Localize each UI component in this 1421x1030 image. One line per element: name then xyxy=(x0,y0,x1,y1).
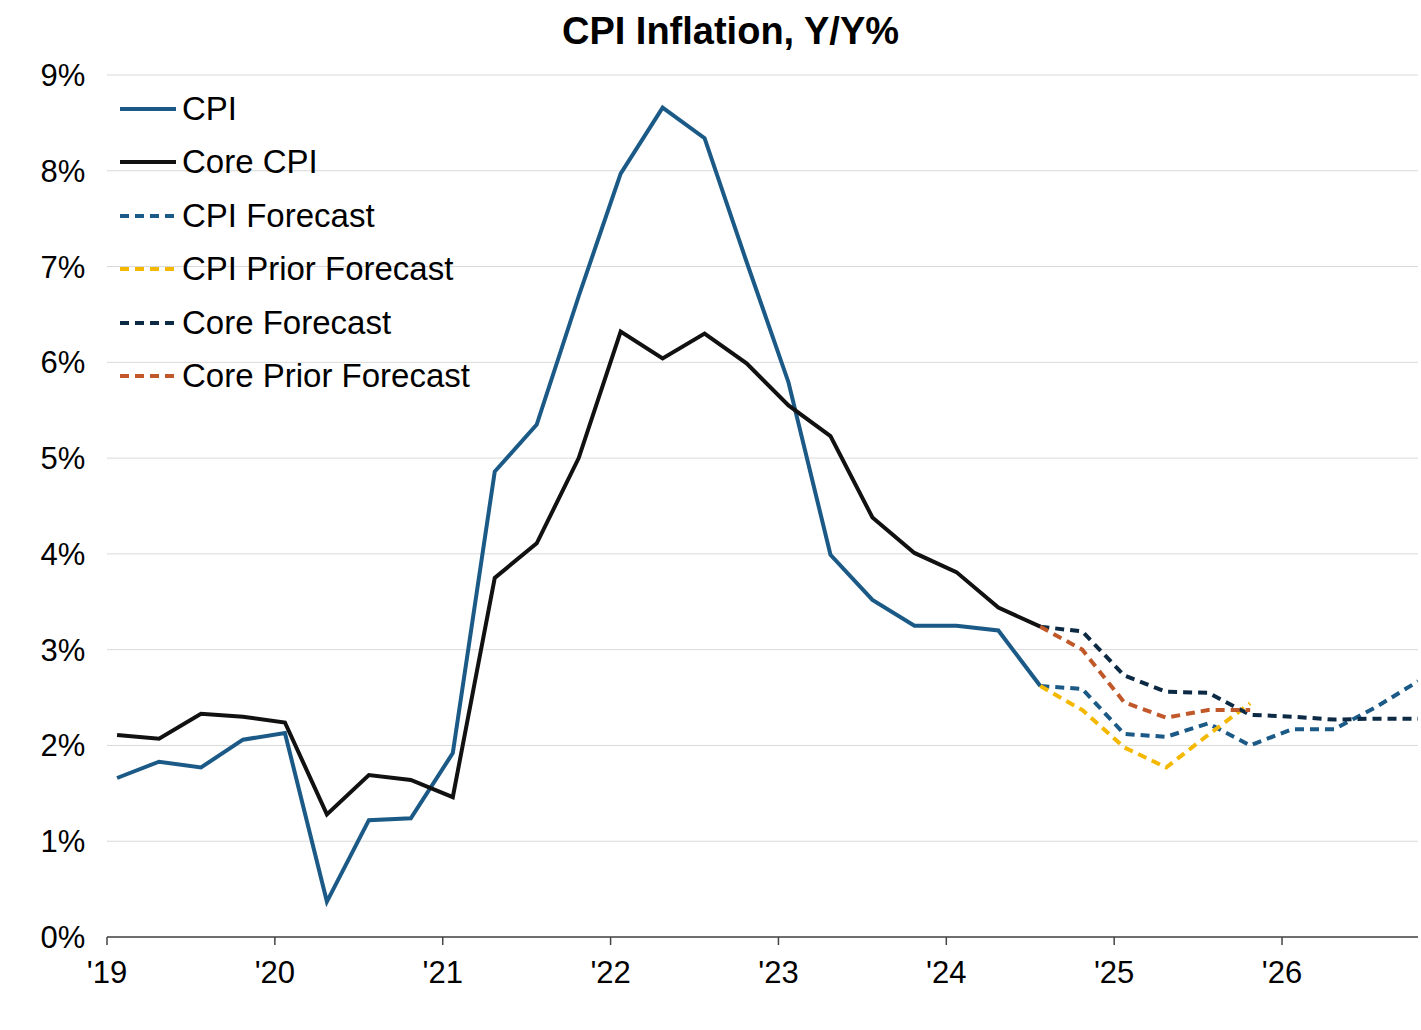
html-text:CPI: CPI xyxy=(182,89,237,127)
html-text:Core Prior Forecast: Core Prior Forecast xyxy=(182,357,470,395)
svg-text:0%: 0% xyxy=(41,920,86,955)
svg-text:8%: 8% xyxy=(41,154,86,189)
html-text:CPI Forecast: CPI Forecast xyxy=(182,196,375,234)
svg-text:9%: 9% xyxy=(41,58,86,93)
svg-text:7%: 7% xyxy=(41,250,86,285)
svg-text:'20: '20 xyxy=(255,955,295,990)
svg-text:'23: '23 xyxy=(758,955,798,990)
html-text:Core CPI: Core CPI xyxy=(182,143,318,181)
svg-text:'26: '26 xyxy=(1262,955,1302,990)
svg-text:6%: 6% xyxy=(41,345,86,380)
svg-text:1%: 1% xyxy=(41,824,86,859)
html-text:CPI Inflation, Y/Y%: CPI Inflation, Y/Y% xyxy=(561,10,900,52)
svg-text:2%: 2% xyxy=(41,728,86,763)
svg-text:5%: 5% xyxy=(41,441,86,476)
svg-text:4%: 4% xyxy=(41,537,86,572)
html-text:Core Forecast: Core Forecast xyxy=(182,303,392,341)
svg-text:'24: '24 xyxy=(926,955,966,990)
svg-text:'22: '22 xyxy=(590,955,630,990)
html-text:CPI Prior Forecast: CPI Prior Forecast xyxy=(182,250,454,288)
svg-text:3%: 3% xyxy=(41,633,86,668)
svg-text:'19: '19 xyxy=(87,955,127,990)
svg-text:'21: '21 xyxy=(423,955,463,990)
svg-text:'25: '25 xyxy=(1094,955,1134,990)
